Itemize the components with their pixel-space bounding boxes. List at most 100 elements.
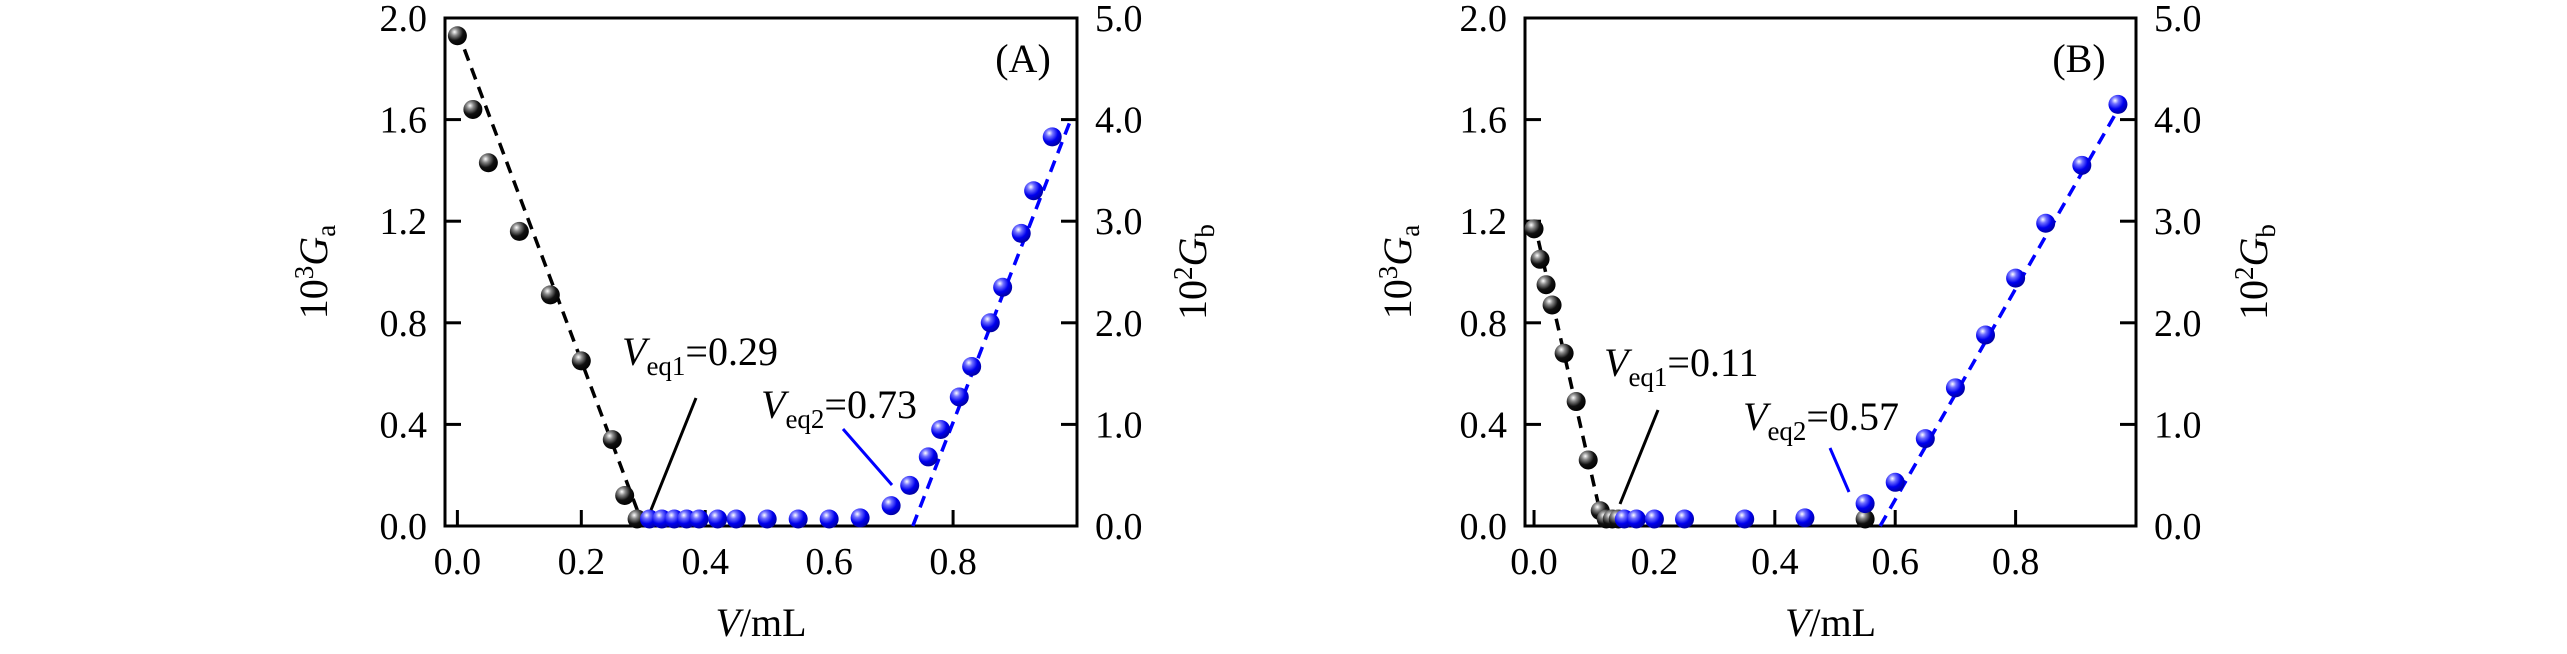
y-right-axis-title: 102Gb — [2229, 224, 2281, 320]
y-left-tick-label: 1.6 — [1460, 100, 1508, 142]
x-axis-title-variable: V — [1785, 600, 1814, 645]
data-point-gb — [788, 509, 808, 529]
axis-title-subscript: a — [311, 225, 341, 237]
y-left-tick-label: 1.2 — [380, 201, 428, 243]
annotation-eq1: Veq1=0.29 — [622, 329, 778, 381]
data-point-gb — [819, 509, 839, 529]
data-point-gb — [1795, 508, 1815, 528]
data-point-ga — [615, 486, 635, 506]
axis-title-variable: G — [2231, 237, 2276, 266]
data-point-ga — [1524, 219, 1544, 239]
axis-title-base: 10 — [1375, 279, 1420, 319]
axis-title-variable: G — [291, 237, 336, 266]
x-tick-label: 0.4 — [681, 541, 729, 583]
data-point-gb — [2108, 94, 2128, 114]
y-left-tick-label: 0.8 — [380, 303, 428, 345]
data-point-gb — [1976, 325, 1996, 345]
data-point-gb — [1855, 494, 1875, 514]
fit-line-gb — [911, 118, 1073, 527]
y-left-tick-label: 0.0 — [1460, 506, 1508, 548]
data-point-gb — [1885, 472, 1905, 492]
data-point-gb — [2006, 268, 2026, 288]
annotation-pointer-line — [649, 397, 698, 511]
annotation-subscript: eq1 — [646, 351, 685, 381]
data-point-gb — [993, 277, 1013, 297]
data-point-ga — [1530, 249, 1550, 269]
data-point-gb — [1644, 509, 1664, 529]
y-left-tick-label: 0.4 — [1460, 404, 1508, 446]
y-right-tick-label: 2.0 — [2154, 303, 2202, 345]
data-point-ga — [509, 221, 529, 241]
data-point-gb — [2072, 155, 2092, 175]
data-point-gb — [689, 509, 709, 529]
annotation-value: =0.57 — [1806, 394, 1899, 439]
panel-label: (B) — [2052, 36, 2105, 81]
x-tick-label: 0.0 — [1510, 541, 1558, 583]
x-axis-title: V/mL — [715, 600, 806, 645]
annotation-pointer-line — [1618, 409, 1660, 505]
data-point-gb — [980, 313, 1000, 333]
data-point-gb — [1735, 509, 1755, 529]
y-right-tick-label: 5.0 — [1095, 0, 1143, 40]
annotation-value: =0.11 — [1667, 340, 1758, 385]
data-point-ga — [1536, 275, 1556, 295]
axis-title-subscript: a — [1395, 225, 1425, 237]
annotation-subscript: eq1 — [1628, 362, 1667, 392]
y-left-tick-label: 0.8 — [1460, 303, 1508, 345]
data-point-gb — [949, 387, 969, 407]
y-right-tick-label: 1.0 — [1095, 404, 1143, 446]
data-point-ga — [602, 430, 622, 450]
axis-title-base: 10 — [2231, 280, 2276, 320]
panel-a: 0.0 0.2 0.4 0.6 0.8 0.0 0.4 0.8 1.2 1.6 2.0 0.0 1.0 2… — [289, 0, 1220, 645]
axis-title-exponent: 2 — [1168, 266, 1198, 280]
data-point-gb — [726, 509, 746, 529]
y-right-tick-label: 2.0 — [1095, 303, 1143, 345]
plot-frame — [1523, 16, 2138, 528]
y-left-axis-title: 103Ga — [1373, 225, 1425, 319]
annotation-variable: V — [622, 329, 651, 374]
x-tick-label: 0.2 — [558, 541, 606, 583]
y-left-tick-label: 2.0 — [1460, 0, 1508, 40]
data-point-ga — [447, 26, 467, 46]
x-tick-label: 0.0 — [434, 541, 482, 583]
x-axis-title-unit: /mL — [740, 600, 807, 645]
annotation-pointer-line — [1828, 447, 1851, 493]
y-left-tick-label: 0.0 — [380, 506, 428, 548]
x-tick-label: 0.8 — [1992, 541, 2040, 583]
axis-title-exponent: 3 — [289, 266, 319, 280]
y-right-tick-label: 3.0 — [2154, 201, 2202, 243]
data-point-gb — [962, 356, 982, 376]
data-point-gb — [918, 447, 938, 467]
annotation-subscript: eq2 — [1767, 416, 1806, 446]
data-point-ga — [1855, 509, 1875, 529]
data-point-gb — [931, 419, 951, 439]
x-axis-title: V/mL — [1785, 600, 1876, 645]
y-right-tick-label: 0.0 — [2154, 506, 2202, 548]
fit-line-ga — [455, 30, 645, 527]
data-point-gb — [757, 509, 777, 529]
y-left-axis-title: 103Ga — [289, 225, 341, 319]
fit-line-ga — [1532, 220, 1605, 527]
data-point-gb — [708, 509, 728, 529]
data-point-gb — [2036, 213, 2056, 233]
x-axis-title-variable: V — [715, 600, 744, 645]
data-point-ga — [1554, 343, 1574, 363]
y-right-axis-title: 102Gb — [1168, 224, 1220, 320]
axis-title-variable: G — [1375, 237, 1420, 266]
annotation-variable: V — [1604, 340, 1633, 385]
data-point-gb — [1042, 127, 1062, 147]
x-tick-label: 0.6 — [1871, 541, 1919, 583]
data-point-gb — [1626, 509, 1646, 529]
data-point-ga — [1578, 450, 1598, 470]
panel-b: 0.0 0.2 0.4 0.6 0.8 0.0 0.4 0.8 1.2 1.6 2.0 0.0 1.0 2… — [1373, 0, 2281, 645]
axis-title-base: 10 — [1170, 280, 1215, 320]
x-tick-label: 0.8 — [929, 541, 977, 583]
panel-label: (A) — [995, 36, 1051, 81]
data-point-ga — [571, 351, 591, 371]
data-point-ga — [478, 153, 498, 173]
data-point-ga — [540, 285, 560, 305]
x-tick-label: 0.6 — [805, 541, 853, 583]
axis-title-variable: G — [1170, 237, 1215, 266]
annotation-subscript: eq2 — [785, 404, 824, 434]
